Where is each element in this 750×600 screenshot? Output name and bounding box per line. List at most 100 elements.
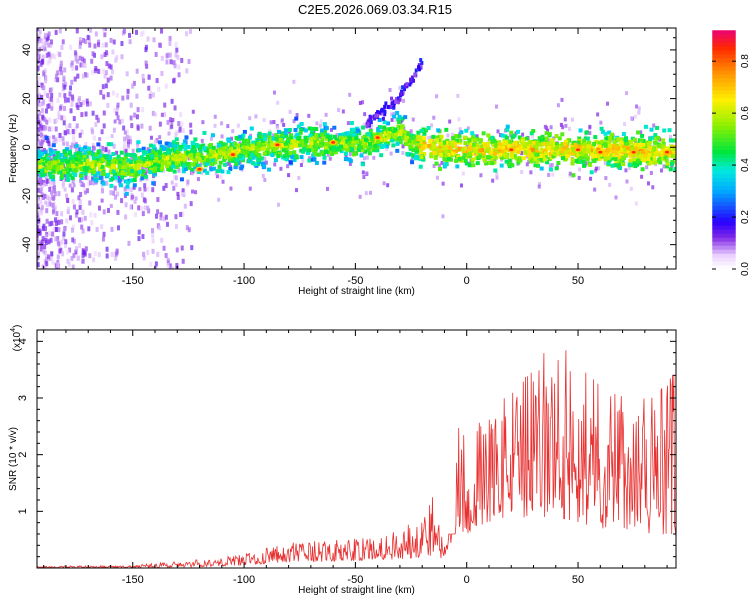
heatmap-cell <box>84 174 88 180</box>
heatmap-cell <box>361 136 366 141</box>
heatmap-cell <box>51 202 55 208</box>
heatmap-cell <box>141 146 146 151</box>
heatmap-cell <box>245 143 250 148</box>
heatmap-cell <box>486 160 491 165</box>
heatmap-cell <box>83 171 88 176</box>
heatmap-cell <box>217 143 222 148</box>
heatmap-cell <box>104 70 108 76</box>
heatmap-cell <box>364 191 368 196</box>
heatmap-cell <box>104 83 108 89</box>
heatmap-cell <box>361 100 365 105</box>
heatmap-cell <box>152 162 157 167</box>
heatmap-cell <box>221 179 225 184</box>
x-tick-label: -50 <box>347 574 363 586</box>
heatmap-cell <box>612 140 617 145</box>
heatmap-peak <box>230 153 235 156</box>
heatmap-cell <box>76 104 80 110</box>
heatmap-cell <box>51 259 55 265</box>
heatmap-cell <box>513 140 518 145</box>
heatmap-cell <box>516 160 521 165</box>
heatmap-cell <box>284 146 289 151</box>
heatmap-cell <box>554 142 559 147</box>
heatmap-cell <box>295 188 299 193</box>
heatmap-cell <box>100 54 104 60</box>
heatmap-cell <box>326 152 330 157</box>
heatmap-cell <box>42 99 46 105</box>
heatmap-cell <box>442 164 447 169</box>
heatmap-cell <box>115 92 119 98</box>
heatmap-cell <box>71 178 75 184</box>
heatmap-cell <box>520 170 524 175</box>
heatmap-cell <box>41 162 46 167</box>
heatmap-cell <box>412 135 417 140</box>
heatmap-cell <box>640 167 645 172</box>
heatmap-cell <box>79 62 83 68</box>
heatmap-cell <box>475 161 480 166</box>
heatmap-cell <box>312 135 317 140</box>
heatmap-cell <box>128 39 132 45</box>
heatmap-cell <box>39 38 43 44</box>
heatmap-cell <box>392 135 397 140</box>
heatmap-cell <box>555 145 560 150</box>
heatmap-cell <box>61 183 65 189</box>
snr-frame <box>36 329 677 569</box>
heatmap-cell <box>87 165 92 170</box>
heatmap-cell <box>64 167 69 172</box>
heatmap-cell <box>160 28 164 34</box>
heatmap-cell <box>151 228 155 234</box>
heatmap-cell <box>395 129 400 134</box>
heatmap-cell <box>337 147 342 152</box>
heatmap-cell <box>73 152 78 157</box>
heatmap-cell <box>57 162 62 167</box>
heatmap-cell <box>40 244 44 250</box>
heatmap-cell <box>72 116 76 122</box>
heatmap-cell <box>186 151 191 156</box>
heatmap-cell <box>347 141 352 146</box>
heatmap-cell <box>156 197 160 203</box>
heatmap-cell <box>491 178 495 183</box>
heatmap-cell <box>282 122 286 127</box>
heatmap-cell <box>324 141 329 146</box>
heatmap-cell <box>419 155 424 160</box>
heatmap-cell <box>414 68 418 73</box>
heatmap-cell <box>662 128 667 133</box>
heatmap-cell <box>37 28 40 32</box>
heatmap-cell <box>135 29 139 35</box>
heatmap-cell <box>128 135 132 141</box>
heatmap-cell <box>255 138 260 143</box>
heatmap-cell <box>175 263 179 269</box>
heatmap-cell <box>350 147 355 152</box>
heatmap-cell <box>316 145 321 150</box>
heatmap-cell <box>129 139 133 145</box>
heatmap-cell <box>623 153 628 158</box>
heatmap-cell <box>544 151 549 156</box>
heatmap-cell <box>135 68 139 74</box>
heatmap-cell <box>90 160 95 165</box>
heatmap-cell <box>132 157 137 162</box>
heatmap-cell <box>89 28 93 33</box>
heatmap-cell <box>288 160 293 165</box>
heatmap-cell <box>239 156 244 161</box>
heatmap-cell <box>160 55 164 61</box>
heatmap-cell <box>311 148 316 153</box>
heatmap-cell <box>362 123 366 128</box>
heatmap-cell <box>174 214 178 220</box>
heatmap-cell <box>509 162 514 167</box>
heatmap-cell <box>168 263 172 269</box>
heatmap-cell <box>517 135 522 140</box>
heatmap-cell <box>378 132 383 137</box>
heatmap-cell <box>39 141 43 147</box>
heatmap-cell <box>90 127 94 133</box>
heatmap-cell <box>589 176 593 181</box>
heatmap-cell <box>40 186 44 191</box>
colorbar-segment <box>712 45 736 51</box>
heatmap-cell <box>60 211 64 217</box>
heatmap-cell <box>652 160 657 165</box>
heatmap-cell <box>353 130 357 135</box>
heatmap-cell <box>608 152 613 157</box>
heatmap-cell <box>97 205 101 211</box>
heatmap-cell <box>377 142 382 147</box>
heatmap-peak <box>576 148 581 152</box>
heatmap-cell <box>39 199 43 205</box>
heatmap-cell <box>61 180 65 186</box>
